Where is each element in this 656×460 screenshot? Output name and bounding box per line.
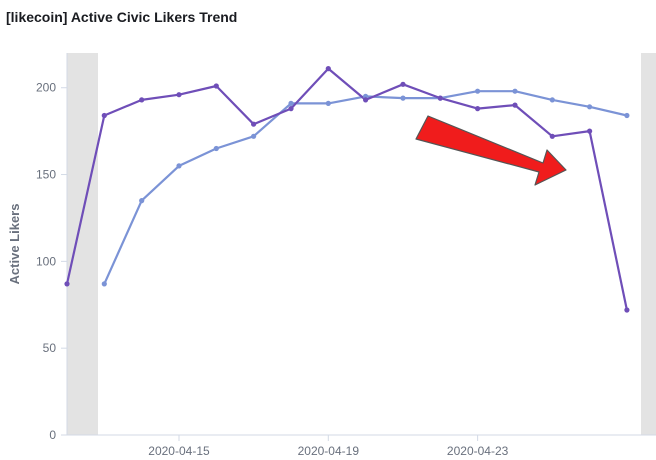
series-1-point[interactable] xyxy=(549,133,555,139)
series-1-point[interactable] xyxy=(363,97,369,103)
y-tick-label: 200 xyxy=(36,81,56,95)
series-2-point[interactable] xyxy=(549,97,555,103)
series-1-point[interactable] xyxy=(139,97,145,103)
chart-title: [likecoin] Active Civic Likers Trend xyxy=(6,9,238,25)
series-1-line xyxy=(65,67,628,311)
series-2-point[interactable] xyxy=(587,104,593,110)
series-1-point[interactable] xyxy=(437,95,443,101)
series-1-point[interactable] xyxy=(176,92,182,98)
series-1-point[interactable] xyxy=(288,106,294,112)
series-1-point[interactable] xyxy=(400,81,406,87)
x-tick-label: 2020-04-23 xyxy=(447,444,509,458)
series-2-point[interactable] xyxy=(213,145,219,152)
series-2-point[interactable] xyxy=(325,100,331,106)
series-2-point[interactable] xyxy=(400,95,406,101)
series-2-point[interactable] xyxy=(512,88,518,94)
series-2-point[interactable] xyxy=(624,112,630,119)
series-1-point[interactable] xyxy=(512,102,518,108)
y-tick-label: 150 xyxy=(36,168,56,182)
x-tick-label: 2020-04-15 xyxy=(148,444,210,458)
series-1-point[interactable] xyxy=(587,128,593,134)
shaded-region-end xyxy=(641,53,656,435)
series-1-point[interactable] xyxy=(251,121,257,127)
series-1-point[interactable] xyxy=(64,281,70,287)
series-2-point[interactable] xyxy=(288,100,294,106)
annotation-arrow xyxy=(415,115,567,186)
y-tick-label: 100 xyxy=(36,254,56,268)
y-tick-label: 50 xyxy=(43,341,57,355)
series-2-point[interactable] xyxy=(176,163,182,169)
series-2-point[interactable] xyxy=(251,133,257,139)
series-2-point[interactable] xyxy=(475,88,481,94)
series-2-point[interactable] xyxy=(139,198,145,204)
series-2-point[interactable] xyxy=(101,281,107,287)
series-1-point[interactable] xyxy=(213,83,219,89)
series-1-point[interactable] xyxy=(624,307,630,313)
x-tick-label: 2020-04-19 xyxy=(298,444,360,458)
series-1-point[interactable] xyxy=(475,106,481,112)
series-1-point[interactable] xyxy=(325,66,331,72)
shaded-region-start xyxy=(67,53,98,435)
series-1-point[interactable] xyxy=(101,112,107,119)
y-axis-label: Active Likers xyxy=(7,204,22,285)
y-tick-label: 0 xyxy=(49,428,56,442)
series-2-line xyxy=(103,90,628,285)
